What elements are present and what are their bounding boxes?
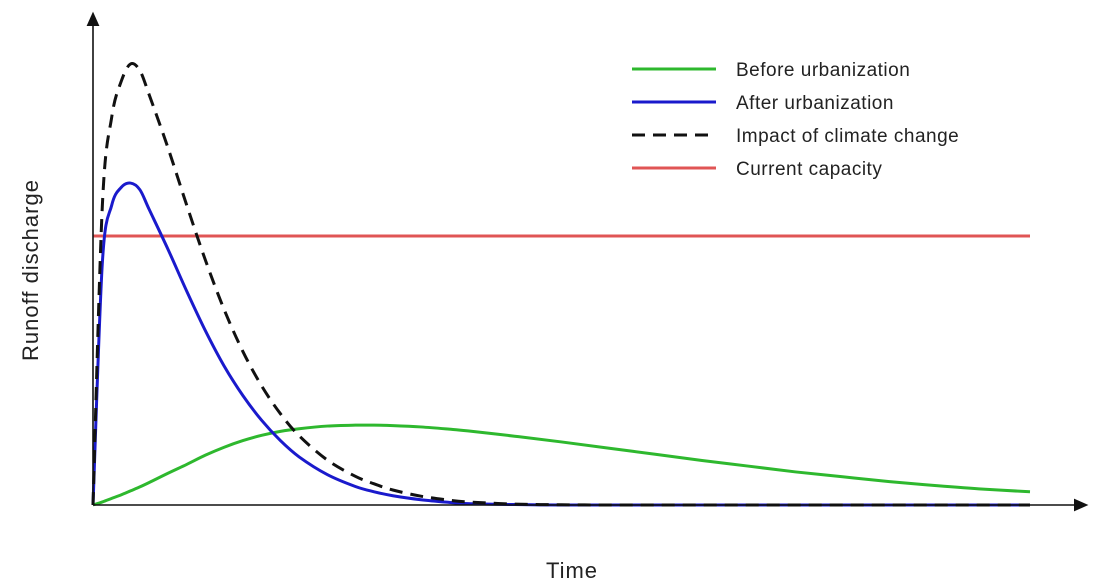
legend-label-before-urbanization: Before urbanization bbox=[736, 60, 910, 81]
legend-label-current-capacity: Current capacity bbox=[736, 159, 882, 180]
legend-label-after-urbanization: After urbanization bbox=[736, 93, 894, 114]
x-axis-title: Time bbox=[546, 558, 598, 583]
plot-lines bbox=[91, 62, 1031, 507]
y-axis-title: Runoff discharge bbox=[18, 179, 43, 361]
series-line-before-urbanization bbox=[92, 423, 1031, 507]
series-line-impact-of-climate-change bbox=[91, 62, 1030, 507]
legend: Before urbanization After urbanization Imp… bbox=[632, 60, 959, 180]
legend-label-impact-of-climate-change: Impact of climate change bbox=[736, 126, 959, 147]
series-line-after-urbanization bbox=[91, 181, 1030, 507]
